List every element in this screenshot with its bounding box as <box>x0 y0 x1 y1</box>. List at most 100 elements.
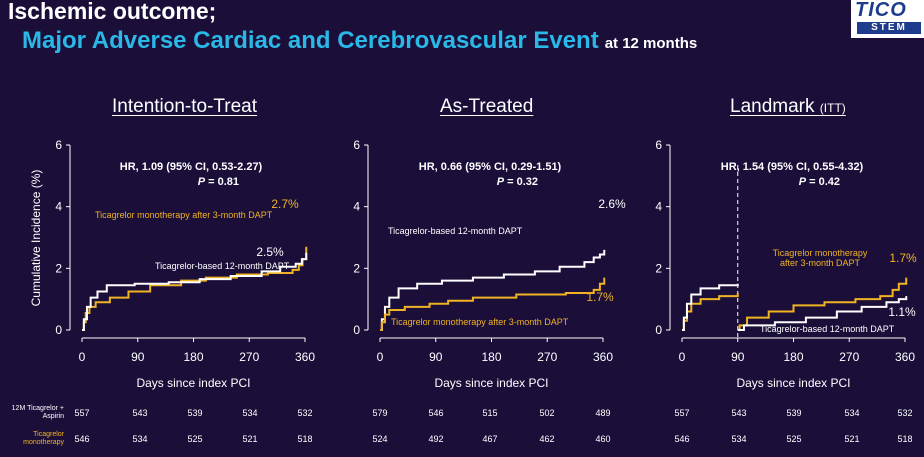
chart2-series-2-label: Ticagrelor monotherapy after 3-month DAP… <box>391 317 569 327</box>
chart3-series-2-end-label: 1.1% <box>888 305 916 319</box>
chart1-x-tick-label: 270 <box>239 350 259 364</box>
chart3-risk-count: 557 <box>674 408 689 418</box>
chart1-y-tick-label: 2 <box>55 261 62 275</box>
chart1-risk-count: 557 <box>74 408 89 418</box>
chart2-x-tick-label: 360 <box>593 350 613 364</box>
panel-title-landmark: Landmark (ITT) <box>730 96 846 117</box>
title-suffix: at 12 months <box>604 35 698 52</box>
chart2-series-1-end-label: 2.6% <box>598 197 626 211</box>
chart1-x-tick-label: 360 <box>295 350 315 364</box>
chart1-x-tick-label: 0 <box>79 350 86 364</box>
chart3-risk-count: 543 <box>731 408 746 418</box>
chart2-risk-count: 467 <box>482 434 497 444</box>
chart1-risk-count: 521 <box>242 434 257 444</box>
chart3-risk-count: 534 <box>844 408 859 418</box>
chart1-risk-count: 518 <box>297 434 312 444</box>
chart3-series-1-end-label: 1.7% <box>889 251 917 265</box>
chart2-x-tick-label: 270 <box>537 350 557 364</box>
chart1-risk-count: 539 <box>187 408 202 418</box>
chart1-series-2-line <box>82 252 308 331</box>
chart2-risk-count: 579 <box>372 408 387 418</box>
risk-row-label-dapt: 12M Ticagrelor + Aspirin <box>11 405 64 420</box>
chart2-series-2-end-label: 1.7% <box>586 290 614 304</box>
chart1-p-label: P <box>198 176 206 188</box>
chart1-series-1-line <box>82 246 308 331</box>
chart2-risk-count: 460 <box>595 434 610 444</box>
chart1-series-2-end-label: 2.5% <box>256 245 284 259</box>
chart1-x-axis-label: Days since index PCI <box>136 376 250 390</box>
chart2-x-tick-label: 90 <box>429 350 443 364</box>
chart3-p-label: P <box>799 176 807 188</box>
chart2-x-tick-label: 0 <box>377 350 384 364</box>
chart2-y-tick-label: 0 <box>353 323 360 337</box>
chart3-series-2-line <box>682 283 739 331</box>
chart2-hr-text: HR, 0.66 (95% CI, 0.29-1.51) <box>419 161 562 173</box>
chart1-x-tick-label: 90 <box>131 350 145 364</box>
chart2-p-number: = 0.32 <box>504 176 538 188</box>
chart3-hr-text: HR, 1.54 (95% CI, 0.55-4.32) <box>721 161 864 173</box>
chart2-p-value: P = 0.32 <box>497 176 538 188</box>
chart2-risk-count: 489 <box>595 408 610 418</box>
chart2-risk-count: 524 <box>372 434 387 444</box>
chart3-x-tick-label: 270 <box>839 350 859 364</box>
chart1-y-tick-label: 0 <box>55 323 62 337</box>
logo-text-top: TICO <box>855 0 907 21</box>
chart2-p-label: P <box>497 176 505 188</box>
chart3-x-tick-label: 90 <box>731 350 745 364</box>
title-line-1: Ischemic outcome; <box>8 0 217 24</box>
chart3-y-tick-label: 0 <box>655 323 662 337</box>
chart1-p-value: P = 0.81 <box>198 176 239 188</box>
chart2-y-tick-label: 6 <box>353 138 360 152</box>
chart1-p-number: = 0.81 <box>205 176 239 188</box>
logo-text-bottom: STEM <box>857 22 921 34</box>
chart3-risk-count: 518 <box>897 434 912 444</box>
chart3-y-tick-label: 2 <box>655 261 662 275</box>
chart1-x-tick-label: 180 <box>183 350 203 364</box>
chart2-risk-count: 502 <box>539 408 554 418</box>
chart2-x-tick-label: 180 <box>481 350 501 364</box>
chart1-risk-count: 532 <box>297 408 312 418</box>
chart2-y-tick-label: 4 <box>353 200 360 214</box>
chart3-risk-count: 534 <box>731 434 746 444</box>
chart2-series-1-label: Ticagrelor-based 12-month DAPT <box>388 226 523 236</box>
chart1-series-2-label: Ticagrelor-based 12-month DAPT <box>155 261 290 271</box>
chart1-series-1-label: Ticagrelor monotherapy after 3-month DAP… <box>95 210 273 220</box>
chart3-x-tick-label: 180 <box>783 350 803 364</box>
chart3-y-tick-label: 6 <box>655 138 662 152</box>
panel-title-itt: Intention-to-Treat <box>112 96 258 117</box>
chart3-y-tick-label: 4 <box>655 200 662 214</box>
panel-title-as-treated: As-Treated <box>440 96 534 117</box>
chart3-x-tick-label: 0 <box>679 350 686 364</box>
chart3-series-1-label: Ticagrelor monotherapy <box>773 248 868 258</box>
chart3-series-2-label: Ticagrelor-based 12-month DAPT <box>760 324 895 334</box>
chart2-x-axis-label: Days since index PCI <box>434 376 548 390</box>
chart1-series-1-end-label: 2.7% <box>271 197 299 211</box>
chart1-y-tick-label: 6 <box>55 138 62 152</box>
chart2-series-2-line <box>380 277 606 331</box>
chart1-risk-count: 534 <box>242 408 257 418</box>
chart3-p-value: P = 0.42 <box>799 176 840 188</box>
chart3-risk-count: 546 <box>674 434 689 444</box>
tico-stem-logo: TICO STEM <box>851 0 924 38</box>
chart3-risk-count: 532 <box>897 408 912 418</box>
chart3-risk-count: 539 <box>786 408 801 418</box>
chart2-risk-count: 515 <box>482 408 497 418</box>
chart2-risk-count: 462 <box>539 434 554 444</box>
chart3-x-axis-label: Days since index PCI <box>736 376 850 390</box>
chart3-x-tick-label: 360 <box>895 350 915 364</box>
chart1-hr-text: HR, 1.09 (95% CI, 0.53-2.27) <box>120 161 263 173</box>
chart3-series-1-line <box>737 277 908 331</box>
chart3-risk-count: 521 <box>844 434 859 444</box>
title-main: Major Adverse Cardiac and Cerebrovascula… <box>22 27 599 54</box>
chart2-series-1-line <box>380 249 606 331</box>
risk-row-label-mono: Ticagrelor monotherapy <box>23 431 64 446</box>
chart2-risk-count: 492 <box>428 434 443 444</box>
chart1-risk-count: 546 <box>74 434 89 444</box>
chart1-risk-count: 543 <box>132 408 147 418</box>
title-line-2: Major Adverse Cardiac and Cerebrovascula… <box>22 27 697 55</box>
chart3-series-1-label: after 3-month DAPT <box>780 258 861 268</box>
chart3-risk-count: 525 <box>786 434 801 444</box>
chart1-y-axis-label: Cumulative Incidence (%) <box>29 170 43 307</box>
chart2-risk-count: 546 <box>428 408 443 418</box>
